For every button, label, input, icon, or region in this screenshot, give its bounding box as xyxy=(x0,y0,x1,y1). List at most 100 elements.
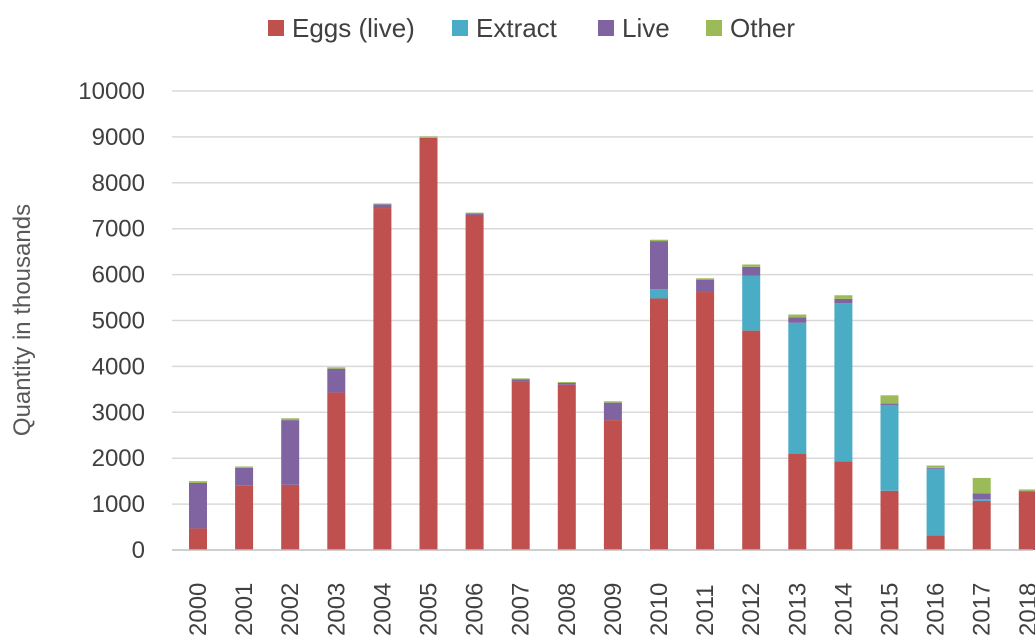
y-tick-label: 9000 xyxy=(92,124,145,151)
y-tick-label: 0 xyxy=(132,537,145,564)
bar-live-2017 xyxy=(972,493,991,500)
x-axis-ticks: 2000 2001 2002 2003 2004 2005 2006 2007 2008 2009… xyxy=(185,583,1035,636)
y-tick-label: 6000 xyxy=(92,262,145,289)
x-tick-label: 2000 xyxy=(185,583,212,636)
x-tick-label: 2012 xyxy=(738,583,765,636)
bar-other-2000 xyxy=(189,481,207,483)
x-tick-label: 2013 xyxy=(784,583,811,636)
chart-legend: Eggs (live) Extract Live Other xyxy=(268,13,795,43)
bar-other-2013 xyxy=(788,314,807,318)
bar-other-2012 xyxy=(742,264,761,267)
y-axis-title: Quantity in thousands xyxy=(9,204,36,436)
x-tick-label: 2016 xyxy=(923,583,950,636)
y-tick-label: 8000 xyxy=(92,170,145,197)
y-tick-label: 4000 xyxy=(92,353,145,380)
legend-swatch-extract xyxy=(452,20,468,36)
legend-label-eggs-live: Eggs (live) xyxy=(292,13,415,43)
bar-live-2004 xyxy=(373,204,392,209)
bar-eggs-live-2014 xyxy=(834,461,853,550)
bar-eggs-live-2012 xyxy=(742,330,761,550)
bar-other-2009 xyxy=(603,401,622,403)
bar-eggs-live-2011 xyxy=(696,292,715,550)
gridlines xyxy=(172,90,1033,505)
y-tick-label: 2000 xyxy=(92,445,145,472)
x-tick-label: 2011 xyxy=(692,584,719,636)
legend-label-live: Live xyxy=(622,13,670,43)
bar-other-2006 xyxy=(465,212,484,214)
bar-eggs-live-2006 xyxy=(465,214,484,550)
y-axis-ticks: 0 1000 2000 3000 4000 5000 6000 7000 8000 9000 100… xyxy=(78,78,145,564)
legend-swatch-live xyxy=(598,20,614,36)
bar-live-2000 xyxy=(189,482,207,529)
bar-live-2016 xyxy=(926,467,945,469)
bar-extract-2010 xyxy=(650,289,668,299)
bar-live-2012 xyxy=(742,266,761,276)
legend-swatch-eggs-live xyxy=(268,20,284,36)
x-tick-label: 2001 xyxy=(231,583,258,636)
bar-live-2006 xyxy=(465,213,484,215)
bar-live-2009 xyxy=(603,402,622,421)
y-tick-label: 10000 xyxy=(78,78,145,105)
legend-swatch-other xyxy=(706,20,722,36)
bar-other-2001 xyxy=(235,466,254,468)
y-tick-label: 7000 xyxy=(92,216,145,243)
x-tick-label: 2007 xyxy=(508,583,535,636)
bar-eggs-live-2001 xyxy=(235,485,254,550)
bar-eggs-live-2016 xyxy=(926,535,945,550)
bar-eggs-live-2013 xyxy=(788,453,807,550)
bar-eggs-live-2005 xyxy=(419,137,438,550)
bar-eggs-live-2002 xyxy=(281,484,300,550)
bar-other-2017 xyxy=(972,477,991,494)
x-tick-label: 2004 xyxy=(369,583,396,636)
bar-live-2015 xyxy=(880,403,899,405)
x-tick-label: 2017 xyxy=(969,583,996,636)
bar-extract-2015 xyxy=(880,404,899,491)
bar-eggs-live-2015 xyxy=(880,490,899,550)
bar-eggs-live-2008 xyxy=(557,384,576,550)
bar-live-2018 xyxy=(1018,490,1035,492)
x-tick-label: 2006 xyxy=(462,583,489,636)
bar-eggs-live-2009 xyxy=(603,420,622,550)
bar-eggs-live-2007 xyxy=(511,381,530,550)
bar-extract-2017 xyxy=(972,499,991,501)
bar-other-2018 xyxy=(1018,489,1035,491)
x-tick-label: 2018 xyxy=(1015,583,1035,636)
x-tick-label: 2003 xyxy=(323,583,350,636)
bar-other-2014 xyxy=(834,295,853,299)
y-tick-label: 3000 xyxy=(92,399,145,426)
x-tick-label: 2015 xyxy=(877,583,904,636)
bar-other-2007 xyxy=(511,378,530,380)
bar-live-2001 xyxy=(235,467,254,486)
bar-live-2013 xyxy=(788,317,807,323)
bars xyxy=(189,136,1035,551)
bar-eggs-live-2010 xyxy=(650,298,668,550)
bar-other-2003 xyxy=(327,367,346,369)
bar-live-2014 xyxy=(834,298,853,304)
x-tick-label: 2008 xyxy=(554,583,581,636)
bar-live-2003 xyxy=(327,368,346,393)
bar-eggs-live-2004 xyxy=(373,208,392,551)
y-tick-label: 5000 xyxy=(92,308,145,335)
bar-other-2010 xyxy=(650,239,668,242)
legend-label-other: Other xyxy=(730,13,795,43)
bar-other-2002 xyxy=(281,418,300,421)
bar-eggs-live-2000 xyxy=(189,528,207,550)
bar-eggs-live-2017 xyxy=(972,500,991,550)
x-tick-label: 2009 xyxy=(600,583,627,636)
bar-live-2011 xyxy=(696,279,715,293)
bar-other-2011 xyxy=(696,278,715,280)
bar-extract-2013 xyxy=(788,322,807,454)
x-tick-label: 2014 xyxy=(830,583,857,636)
bar-other-2008 xyxy=(557,382,576,383)
bar-extract-2014 xyxy=(834,303,853,462)
bar-extract-2012 xyxy=(742,275,761,331)
bar-other-2005 xyxy=(419,136,438,138)
bar-live-2007 xyxy=(511,379,530,382)
bar-other-2015 xyxy=(880,395,899,404)
bar-eggs-live-2003 xyxy=(327,392,346,550)
bar-extract-2016 xyxy=(926,468,945,536)
bar-other-2016 xyxy=(926,465,945,468)
bar-eggs-live-2018 xyxy=(1018,491,1035,550)
bar-live-2010 xyxy=(650,241,668,290)
